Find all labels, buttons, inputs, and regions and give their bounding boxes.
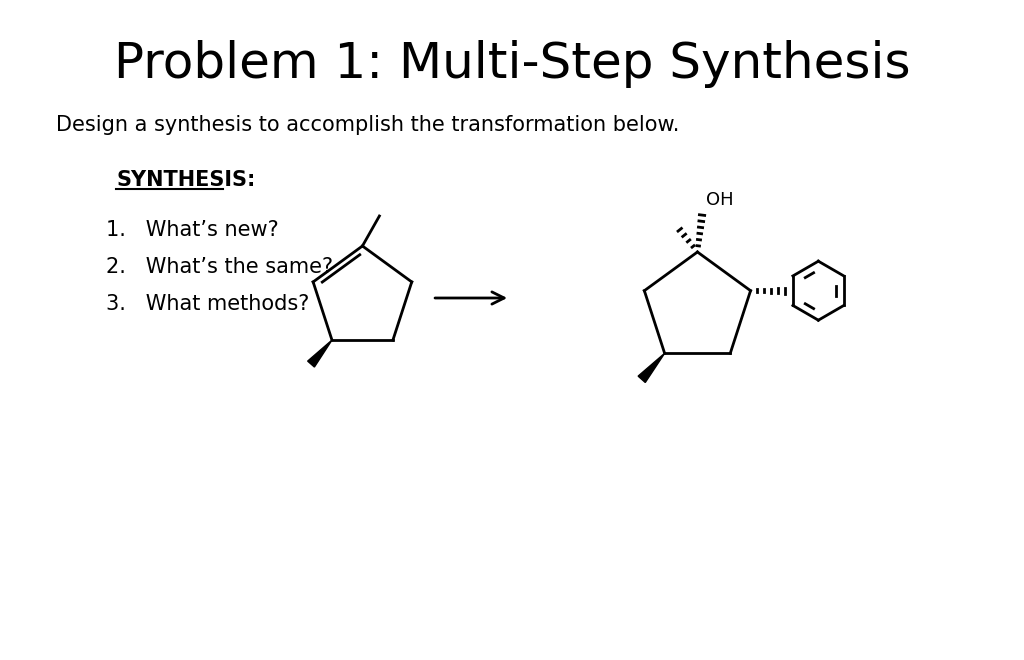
Polygon shape [307,340,332,367]
Text: SYNTHESIS:: SYNTHESIS: [116,170,256,190]
Text: Problem 1: Multi-Step Synthesis: Problem 1: Multi-Step Synthesis [114,40,910,88]
Text: 3.   What methods?: 3. What methods? [106,294,309,314]
Text: Design a synthesis to accomplish the transformation below.: Design a synthesis to accomplish the tra… [56,115,680,135]
Text: 2.   What’s the same?: 2. What’s the same? [106,257,334,277]
Polygon shape [638,353,665,383]
Text: OH: OH [707,191,734,209]
Text: 1.   What’s new?: 1. What’s new? [106,220,279,240]
